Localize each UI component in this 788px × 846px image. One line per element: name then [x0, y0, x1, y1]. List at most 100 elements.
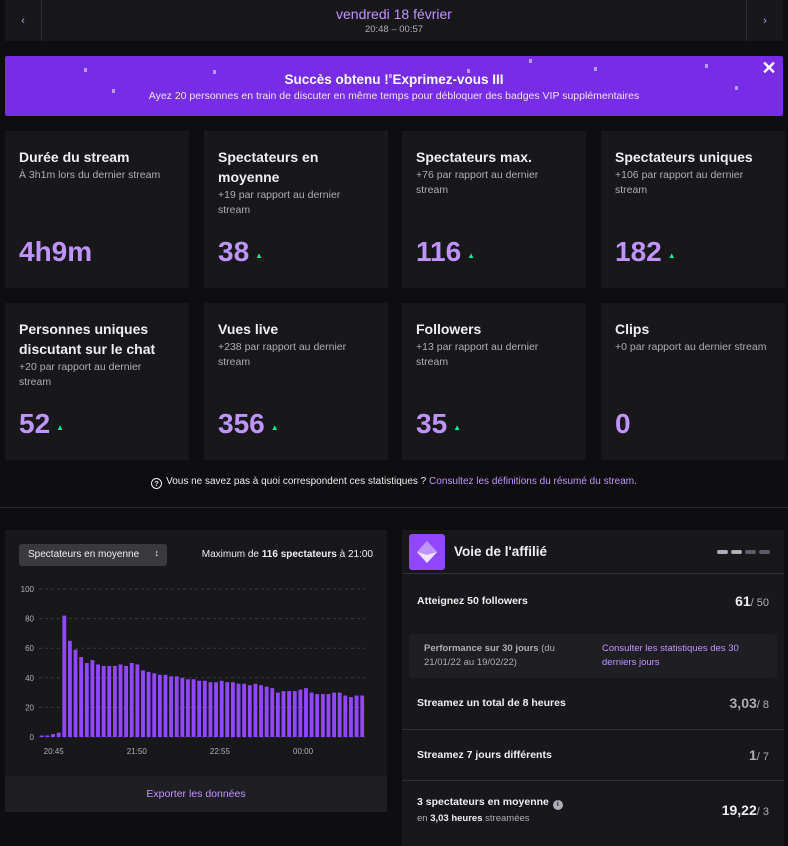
export-data-button[interactable]: Exporter les données	[5, 776, 387, 812]
requirement-label: Streamez un total de 8 heures	[417, 697, 566, 709]
requirement-goal: / 3	[756, 806, 769, 818]
chart-bar	[354, 695, 359, 737]
stat-card-stream-duration: Durée du stream À 3h1m lors du dernier s…	[5, 131, 189, 288]
stat-value-text: 4h9m	[19, 236, 93, 267]
chart-bar	[135, 664, 140, 737]
stat-subtitle: +19 par rapport au dernier stream	[218, 189, 341, 216]
requirement-label-group: 3 spectateurs en moyenne i en 3,03 heures…	[417, 796, 563, 824]
stat-subtitle: +76 par rapport au dernier stream	[416, 169, 539, 196]
chevron-left-icon[interactable]: ‹	[5, 0, 42, 41]
chart-bar	[259, 685, 263, 737]
chart-bar	[275, 692, 280, 737]
y-tick-label: 100	[21, 585, 35, 594]
export-data-label: Exporter les données	[146, 788, 246, 800]
chart-bar	[281, 691, 286, 737]
stream-summary-definitions-link[interactable]: Consultez les définitions du résumé du s…	[429, 476, 637, 487]
chart-bar	[247, 685, 252, 737]
progress-step	[717, 550, 728, 554]
date-display: vendredi 18 février 20:48 – 00:57	[42, 0, 746, 41]
stat-title: Durée du stream	[19, 149, 130, 165]
stat-card-followers: Followers +13 par rapport au dernier str…	[402, 303, 586, 460]
confetti-decoration	[84, 68, 87, 72]
requirement-goal: / 8	[756, 699, 769, 711]
note-prefix: en	[417, 813, 428, 824]
chart-bar	[62, 615, 67, 737]
performance-label: Performance sur 30 jours	[424, 643, 539, 654]
chart-bar	[292, 691, 297, 737]
chart-bar	[326, 694, 331, 737]
confetti-decoration	[389, 74, 392, 78]
requirement-current: 61	[735, 593, 751, 609]
requirement-current: 3,03	[729, 695, 757, 711]
chart-bar	[84, 663, 89, 737]
chart-bar	[186, 679, 190, 737]
stat-value-text: 0	[615, 408, 631, 439]
stat-title: Spectateurs en moyenne	[218, 149, 319, 185]
question-icon: ?	[151, 478, 163, 489]
chart-bar	[141, 670, 145, 737]
viewers-chart-panel: Spectateurs en moyenne ↕ Maximum de 116 …	[5, 530, 387, 812]
trend-up-icon: ▲	[667, 250, 676, 260]
stat-title: Spectateurs max.	[416, 149, 532, 165]
view-30-day-stats-link[interactable]: Consulter les statistiques des 30 dernie…	[602, 643, 739, 668]
requirement-current: 19,22	[721, 802, 757, 818]
max-suffix: à 21:00	[339, 549, 373, 560]
requirement-hours: Streamez un total de 8 heures 3,03/ 8	[402, 678, 784, 728]
affiliate-path-panel: Voie de l'affilié Atteignez 50 followers…	[402, 530, 784, 846]
progress-step	[745, 550, 756, 554]
chart-bar	[51, 734, 55, 737]
close-icon[interactable]: ✕	[761, 58, 777, 78]
stat-value: 0	[615, 408, 631, 440]
stat-subtitle: +238 par rapport au dernier stream	[218, 341, 347, 368]
chart-bar	[79, 657, 84, 737]
chart-max-summary: Maximum de 116 spectateurs à 21:00	[202, 549, 373, 560]
confetti-decoration	[735, 86, 738, 90]
chart-bar	[146, 671, 151, 737]
chart-bar	[304, 688, 308, 737]
x-tick-label: 22:55	[210, 747, 231, 756]
requirement-label: Atteignez 50 followers	[417, 595, 528, 607]
stat-title: Clips	[615, 321, 650, 337]
requirement-value: 3,03/ 8	[730, 695, 769, 711]
x-tick-label: 21:50	[127, 747, 148, 756]
info-icon[interactable]: i	[552, 800, 563, 810]
chart-bar	[214, 682, 218, 737]
stat-value: 116 ▲	[416, 236, 475, 268]
stat-card-average-viewers: Spectateurs en moyenne +19 par rapport a…	[204, 131, 388, 288]
stat-title: Personnes uniques discutant sur le chat	[19, 321, 156, 357]
chevron-right-icon[interactable]: ›	[746, 0, 783, 41]
stat-value: 35 ▲	[416, 408, 461, 440]
y-tick-label: 40	[25, 674, 34, 683]
chart-bar	[73, 649, 78, 737]
max-prefix: Maximum de	[201, 549, 259, 560]
progress-step	[759, 550, 770, 554]
chart-bar	[236, 683, 241, 737]
progress-step	[731, 550, 742, 554]
confetti-decoration	[529, 59, 532, 63]
stat-value: 52 ▲	[19, 408, 64, 440]
chart-bar	[152, 673, 157, 737]
metric-select[interactable]: Spectateurs en moyenne ↕	[19, 544, 167, 566]
note-suffix: streamées	[485, 813, 530, 824]
stat-card-unique-viewers: Spectateurs uniques +106 par rapport au …	[601, 131, 785, 288]
stat-title: Vues live	[218, 321, 279, 337]
chart-bar	[219, 680, 224, 737]
requirement-value: 1/ 7	[749, 747, 769, 763]
row-divider	[402, 780, 784, 781]
affiliate-title: Voie de l'affilié	[454, 544, 547, 559]
stat-subtitle: +13 par rapport au dernier stream	[416, 341, 539, 368]
performance-dates: (du 21/01/22 au 19/02/22)	[424, 643, 555, 668]
chart-bar	[129, 663, 134, 737]
chart-bar	[45, 735, 50, 737]
chart-bar	[124, 665, 129, 737]
chart-bar	[343, 695, 348, 737]
stat-subtitle: À 3h1m lors du dernier stream	[19, 169, 161, 181]
trend-up-icon: ▲	[453, 422, 462, 432]
requirement-goal: / 7	[756, 751, 769, 763]
chart-bar	[309, 692, 314, 737]
x-tick-label: 00:00	[293, 747, 314, 756]
chart-bar	[90, 660, 95, 737]
stat-card-unique-chatters: Personnes uniques discutant sur le chat …	[5, 303, 189, 460]
chart-bar	[101, 665, 106, 737]
stream-time-range: 20:48 – 00:57	[364, 24, 424, 35]
